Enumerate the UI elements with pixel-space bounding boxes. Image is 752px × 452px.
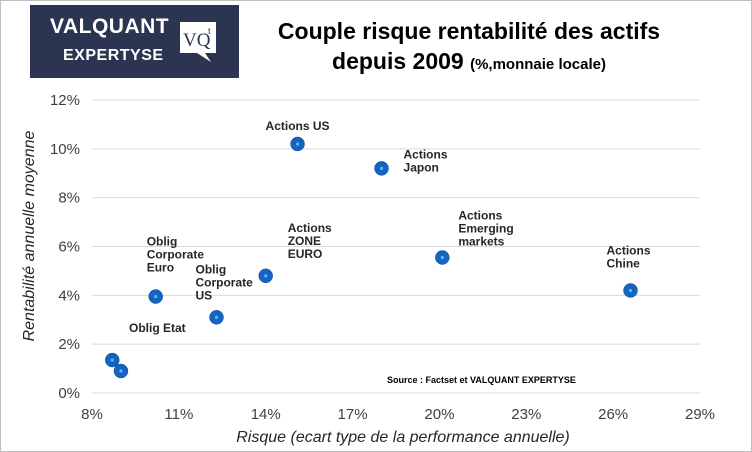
x-axis-label: Risque (ecart type de la performance ann… [236, 429, 570, 446]
y-tick-label: 10% [50, 141, 80, 158]
grid-lines [92, 99, 700, 394]
logo-badge: VQ t [180, 22, 216, 62]
data-point-highlight [628, 288, 633, 293]
chart-title-line-1: Couple risque rentabilité des actifs [277, 18, 661, 44]
x-tick-label: 23% [511, 406, 541, 423]
data-point-highlight [119, 369, 123, 373]
y-tick-label: 4% [58, 287, 80, 304]
point-label-line: Actions [404, 147, 448, 161]
data-point-highlight [440, 255, 444, 260]
chart-title-line-2: depuis 2009 [332, 48, 464, 74]
data-point-highlight [379, 166, 384, 170]
point-label-line: Corporate [195, 275, 253, 289]
x-tick-label: 17% [338, 406, 368, 423]
data-points [105, 136, 638, 379]
point-label-line: Actions [288, 221, 332, 235]
point-label: Actions Japon [404, 147, 448, 174]
y-tick-label: 0% [58, 385, 80, 402]
y-tick-label: 12% [50, 92, 80, 109]
point-label-line: Japon [404, 160, 439, 174]
point-label-line: Oblig [195, 262, 226, 276]
logo-line-1: VALQUANT [50, 15, 170, 38]
point-label-line: Emerging [458, 221, 513, 235]
valquant-logo: VALQUANT EXPERTYSE VQ t [30, 5, 239, 78]
point-label-line: Euro [147, 261, 174, 275]
data-point-highlight [214, 315, 219, 319]
data-point-highlight [154, 294, 158, 299]
x-tick-labels: 8% 11% 14% 17% 20% 23% 26% 29% [81, 406, 715, 423]
x-tick-label: 26% [598, 406, 628, 423]
point-label: Actions ZONE EURO [288, 221, 332, 261]
logo-badge-sup: t [208, 26, 211, 37]
data-point-highlight [264, 274, 268, 278]
point-label: Oblig Corporate US [195, 262, 253, 302]
point-label-line: US [195, 288, 212, 302]
point-label: Actions Chine [607, 243, 651, 270]
x-tick-label: 11% [164, 406, 193, 423]
y-tick-label: 6% [58, 239, 80, 256]
point-label-line: Actions [607, 243, 651, 257]
point-label: Actions Emerging markets [458, 208, 513, 248]
y-axis-label: Rentabilité annuelle moyenne [21, 130, 38, 341]
logo-line-2: EXPERTYSE [63, 47, 164, 64]
chart-title-unit: (%,monnaie locale) [470, 56, 606, 73]
x-tick-label: 14% [251, 406, 281, 423]
chart-title-line-2-row: depuis 2009 (%,monnaie locale) [244, 46, 694, 80]
point-label-line: markets [458, 234, 504, 248]
point-label-line: ZONE [288, 234, 321, 248]
x-tick-label: 8% [81, 406, 103, 423]
point-label-line: Actions US [266, 119, 330, 133]
y-tick-label: 8% [58, 190, 80, 207]
y-tick-labels: 0% 2% 4% 6% 8% 10% 12% [50, 92, 80, 402]
point-label-line: Chine [607, 256, 641, 270]
point-label-line: EURO [288, 247, 323, 261]
point-label-line: Corporate [147, 248, 205, 262]
data-point-highlight [110, 358, 114, 362]
source-note: Source : Factset et VALQUANT EXPERTYSE [387, 375, 576, 385]
point-label: Actions US [266, 119, 330, 133]
point-label-line: Oblig [147, 235, 178, 249]
point-label-line: Actions [458, 208, 502, 222]
point-label: Oblig Corporate Euro [147, 235, 205, 275]
logo-badge-text: VQ [183, 30, 211, 51]
y-tick-label: 2% [58, 336, 80, 353]
x-tick-label: 29% [685, 406, 715, 423]
data-point-highlight [295, 142, 300, 146]
oblig-etat-label: Oblig Etat [129, 321, 186, 335]
chart-title: Couple risque rentabilité des actifs dep… [244, 16, 694, 80]
x-tick-label: 20% [424, 406, 454, 423]
